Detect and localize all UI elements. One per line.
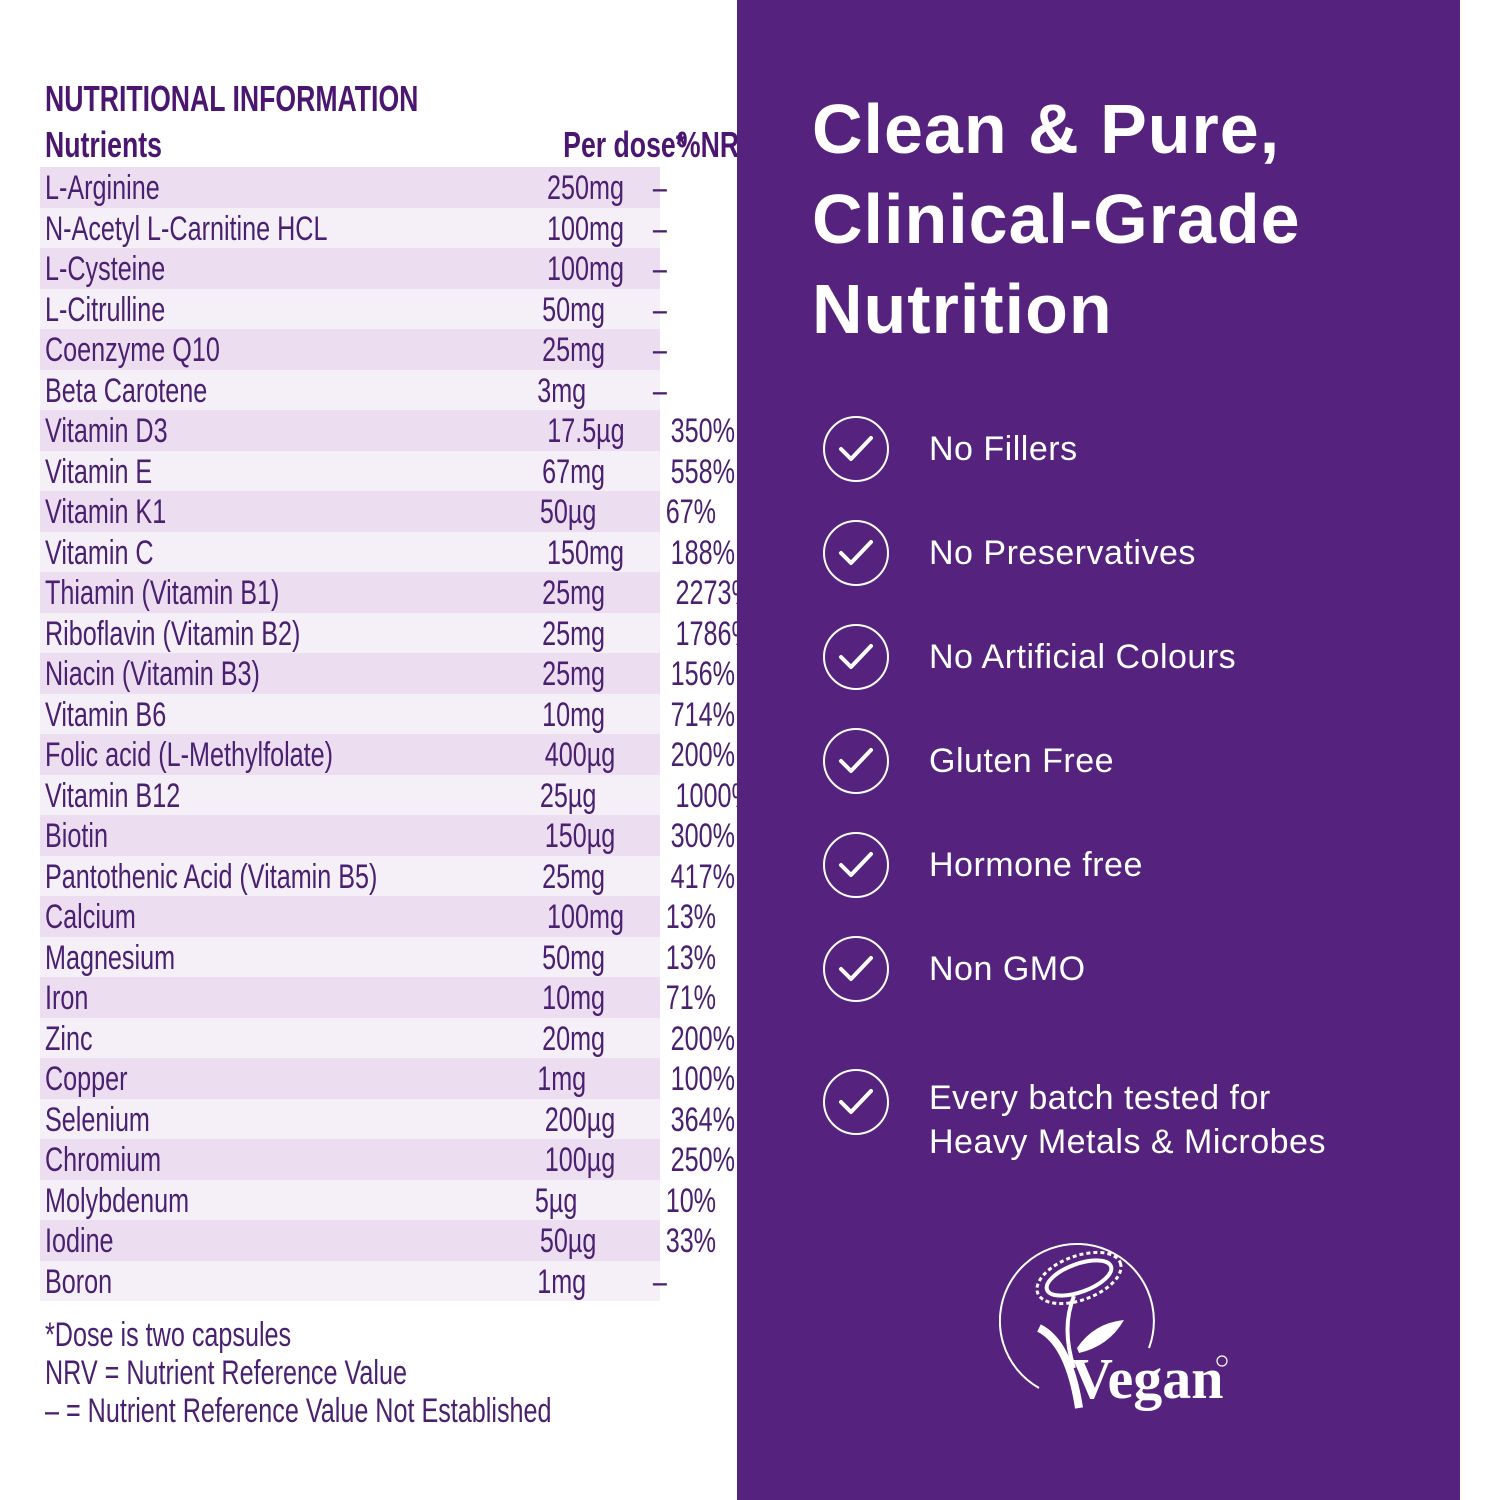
feature-item: Hormone free	[823, 832, 1143, 898]
feature-item: No Fillers	[823, 416, 1078, 482]
footnotes: *Dose is two capsules NRV = Nutrient Ref…	[45, 1316, 729, 1430]
table-row: Zinc 20mg 200%	[40, 1017, 735, 1058]
table-row: L-Arginine 250mg –	[40, 167, 667, 208]
table-header: Nutrients Per dose* %NRV	[45, 124, 757, 165]
feature-label-line: Non GMO	[929, 950, 1086, 988]
check-circle-icon	[823, 624, 889, 690]
nutrition-table: L-Arginine 250mg – N-Acetyl L-Carnitine HCL…	[40, 167, 754, 1301]
feature-label: Hormone free	[929, 843, 1143, 887]
feature-label-line: Every batch tested for	[929, 1079, 1271, 1117]
feature-item: Every batch tested for Heavy Metals & Mic…	[823, 1040, 1326, 1164]
table-row: Pantothenic Acid (Vitamin B5) 25mg 417%	[40, 855, 735, 896]
check-circle-icon	[823, 728, 889, 794]
check-circle-icon	[823, 832, 889, 898]
table-row: Calcium 100mg 13%	[40, 896, 716, 937]
table-row: Molybdenum 5µg 10%	[40, 1179, 716, 1220]
table-row: Iodine 50µg 33%	[40, 1220, 716, 1261]
table-row: Coenzyme Q10 25mg –	[40, 329, 667, 370]
feature-label: No Artificial Colours	[929, 635, 1236, 679]
table-row: Selenium 200µg 364%	[40, 1098, 735, 1139]
table-row: Chromium 100µg 250%	[40, 1139, 735, 1180]
table-row: N-Acetyl L-Carnitine HCL 100mg –	[40, 207, 667, 248]
table-row: Beta Carotene 3mg –	[40, 369, 667, 410]
feature-label-line: Hormone free	[929, 846, 1143, 884]
feature-label-line: No Preservatives	[929, 534, 1196, 572]
check-circle-icon	[823, 416, 889, 482]
feature-label: Every batch tested for Heavy Metals & Mic…	[929, 1076, 1326, 1164]
table-title: NUTRITIONAL INFORMATION	[45, 78, 419, 119]
headline-line: Clean & Pure,	[812, 90, 1281, 168]
table-row: Thiamin (Vitamin B1) 25mg 2273%	[40, 572, 754, 613]
table-row: Copper 1mg 100%	[40, 1058, 735, 1099]
table-row: Riboflavin (Vitamin B2) 25mg 1786%	[40, 612, 754, 653]
table-row: L-Citrulline 50mg –	[40, 288, 667, 329]
vegan-logo: Vegan	[998, 1228, 1229, 1433]
headline-line: Nutrition	[812, 270, 1113, 348]
feature-item: Gluten Free	[823, 728, 1114, 794]
right-margin	[1460, 0, 1500, 1500]
footnote: *Dose is two capsules	[45, 1316, 292, 1354]
table-row: Iron 10mg 71%	[40, 977, 716, 1018]
headline: Clean & Pure, Clinical-Grade Nutrition	[812, 84, 1301, 354]
feature-item: Non GMO	[823, 936, 1086, 1002]
table-row: Folic acid (L-Methylfolate) 400µg 200%	[40, 734, 735, 775]
feature-label: No Preservatives	[929, 531, 1196, 575]
table-row: Vitamin K1 50µg 67%	[40, 491, 716, 532]
feature-label-line: No Fillers	[929, 430, 1078, 468]
table-row: Vitamin E 67mg 558%	[40, 450, 735, 491]
table-row: Boron 1mg –	[40, 1260, 667, 1301]
feature-label-line: No Artificial Colours	[929, 638, 1237, 676]
table-row: Biotin 150µg 300%	[40, 815, 735, 856]
feature-label: No Fillers	[929, 427, 1078, 471]
table-row: Vitamin B6 10mg 714%	[40, 693, 735, 734]
svg-text:Vegan: Vegan	[1071, 1346, 1224, 1411]
table-row: Vitamin C 150mg 188%	[40, 531, 735, 572]
headline-line: Clinical-Grade	[812, 180, 1301, 258]
check-circle-icon	[823, 1069, 889, 1135]
table-row: Vitamin B12 25µg 1000%	[40, 774, 754, 815]
footnote: NRV = Nutrient Reference Value	[45, 1354, 407, 1392]
benefits-panel: Clean & Pure, Clinical-Grade Nutrition N…	[737, 0, 1460, 1500]
check-circle-icon	[823, 936, 889, 1002]
table-row: Magnesium 50mg 13%	[40, 936, 716, 977]
footnote: – = Nutrient Reference Value Not Establi…	[45, 1392, 552, 1430]
feature-label: Gluten Free	[929, 739, 1114, 783]
table-row: L-Cysteine 100mg –	[40, 248, 667, 289]
feature-item: No Artificial Colours	[823, 624, 1236, 690]
feature-label: Non GMO	[929, 947, 1086, 991]
vegan-sunflower-icon: Vegan	[998, 1243, 1228, 1411]
table-row: Vitamin D3 17.5µg 350%	[40, 410, 735, 451]
feature-label-line: Gluten Free	[929, 742, 1115, 780]
feature-item: No Preservatives	[823, 520, 1196, 586]
feature-label-line: Heavy Metals & Microbes	[929, 1123, 1326, 1161]
check-circle-icon	[823, 520, 889, 586]
table-row: Niacin (Vitamin B3) 25mg 156%	[40, 653, 735, 694]
